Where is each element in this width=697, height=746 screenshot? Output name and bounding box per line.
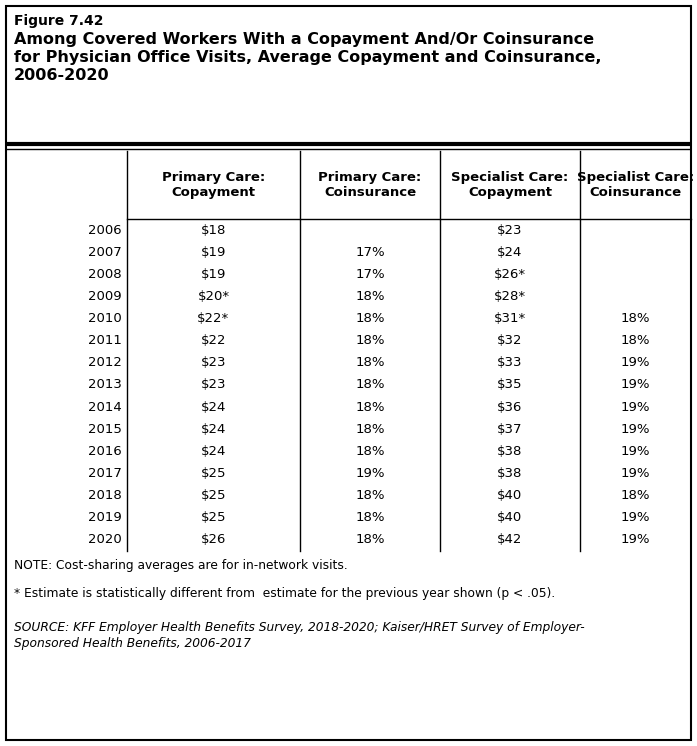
Text: 19%: 19% [621,357,650,369]
Text: 2013: 2013 [88,378,122,392]
Text: $33: $33 [497,357,523,369]
Text: 18%: 18% [355,511,385,524]
Text: Primary Care:
Copayment: Primary Care: Copayment [162,171,265,199]
Text: 19%: 19% [621,511,650,524]
Text: 18%: 18% [621,489,650,502]
Text: 18%: 18% [355,312,385,325]
Text: $23: $23 [201,357,227,369]
Text: $28*: $28* [494,290,526,303]
Text: $23: $23 [497,224,523,236]
Text: SOURCE: KFF Employer Health Benefits Survey, 2018-2020; Kaiser/HRET Survey of Em: SOURCE: KFF Employer Health Benefits Sur… [14,621,585,651]
Text: $25: $25 [201,489,227,502]
Text: $19: $19 [201,268,227,280]
Text: 19%: 19% [621,378,650,392]
Text: 18%: 18% [355,423,385,436]
Text: Among Covered Workers With a Copayment And/Or Coinsurance
for Physician Office V: Among Covered Workers With a Copayment A… [14,32,602,83]
Text: 2006: 2006 [89,224,122,236]
Text: 2015: 2015 [88,423,122,436]
Text: 18%: 18% [355,401,385,413]
Text: $35: $35 [497,378,523,392]
Text: 19%: 19% [621,445,650,458]
Text: $36: $36 [498,401,523,413]
Text: 19%: 19% [621,533,650,546]
Text: 18%: 18% [355,489,385,502]
Text: $38: $38 [498,445,523,458]
Text: $19: $19 [201,245,227,259]
Text: 2017: 2017 [88,467,122,480]
Text: $24: $24 [201,445,227,458]
Text: $32: $32 [497,334,523,347]
Text: $23: $23 [201,378,227,392]
Text: $42: $42 [498,533,523,546]
Text: $24: $24 [201,401,227,413]
Text: 18%: 18% [355,533,385,546]
Text: $37: $37 [497,423,523,436]
Text: $25: $25 [201,511,227,524]
Text: Specialist Care:
Copayment: Specialist Care: Copayment [452,171,569,199]
Text: 18%: 18% [355,357,385,369]
Text: 19%: 19% [621,467,650,480]
Text: $40: $40 [498,511,523,524]
Text: 2020: 2020 [89,533,122,546]
Text: 2010: 2010 [89,312,122,325]
Text: $22*: $22* [197,312,229,325]
Text: Specialist Care:
Coinsurance: Specialist Care: Coinsurance [577,171,694,199]
Text: Figure 7.42: Figure 7.42 [14,14,103,28]
Text: $22: $22 [201,334,227,347]
Text: $24: $24 [498,245,523,259]
Text: 2007: 2007 [89,245,122,259]
Text: 19%: 19% [621,401,650,413]
Text: 18%: 18% [621,312,650,325]
Text: * Estimate is statistically different from  estimate for the previous year shown: * Estimate is statistically different fr… [14,587,556,600]
Text: Primary Care:
Coinsurance: Primary Care: Coinsurance [319,171,422,199]
Text: 2012: 2012 [88,357,122,369]
Text: 2011: 2011 [88,334,122,347]
Text: $18: $18 [201,224,227,236]
Text: 19%: 19% [621,423,650,436]
Text: 18%: 18% [355,334,385,347]
Text: $40: $40 [498,489,523,502]
Text: 2014: 2014 [89,401,122,413]
Text: 2019: 2019 [89,511,122,524]
Text: $24: $24 [201,423,227,436]
Text: 17%: 17% [355,245,385,259]
Text: 18%: 18% [355,445,385,458]
Text: 18%: 18% [355,378,385,392]
Text: 18%: 18% [355,290,385,303]
Text: 17%: 17% [355,268,385,280]
Text: $20*: $20* [197,290,229,303]
Text: $26: $26 [201,533,227,546]
Text: $26*: $26* [494,268,526,280]
Text: 2009: 2009 [89,290,122,303]
Text: 2016: 2016 [89,445,122,458]
Text: $25: $25 [201,467,227,480]
Text: $31*: $31* [494,312,526,325]
Text: 2008: 2008 [89,268,122,280]
Text: $38: $38 [498,467,523,480]
Text: 2018: 2018 [89,489,122,502]
Text: 18%: 18% [621,334,650,347]
Text: 19%: 19% [355,467,385,480]
Text: NOTE: Cost-sharing averages are for in-network visits.: NOTE: Cost-sharing averages are for in-n… [14,559,348,572]
